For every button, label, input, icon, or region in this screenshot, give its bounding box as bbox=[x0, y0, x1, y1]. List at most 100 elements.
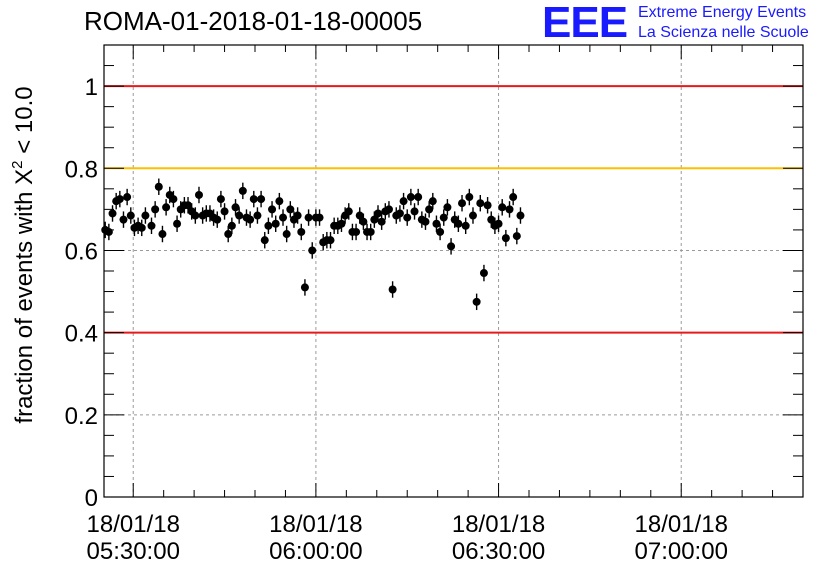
data-point bbox=[104, 227, 113, 236]
data-point bbox=[315, 213, 324, 222]
data-point bbox=[123, 193, 132, 202]
grid bbox=[104, 45, 803, 498]
axis-ticks bbox=[104, 44, 804, 498]
data-point bbox=[257, 195, 266, 204]
y-tick-label: 0.8 bbox=[65, 156, 98, 183]
data-point bbox=[293, 211, 302, 220]
data-point bbox=[169, 195, 178, 204]
data-point bbox=[458, 199, 467, 208]
data-point bbox=[483, 201, 492, 210]
data-point bbox=[406, 193, 415, 202]
data-point bbox=[158, 230, 167, 239]
data-point bbox=[421, 217, 430, 226]
data-point bbox=[425, 205, 434, 214]
data-point bbox=[388, 285, 397, 294]
data-point bbox=[213, 215, 222, 224]
data-point bbox=[271, 219, 280, 228]
data-point bbox=[249, 195, 258, 204]
run-title: ROMA-01-2018-01-18-00005 bbox=[84, 6, 423, 36]
data-point bbox=[286, 205, 295, 214]
x-tick-label-time: 07:00:00 bbox=[635, 538, 728, 565]
data-point bbox=[279, 213, 288, 222]
data-point bbox=[454, 219, 463, 228]
data-point bbox=[399, 197, 408, 206]
x-tick-label-date: 18/01/18 bbox=[452, 511, 545, 538]
plot-frame bbox=[103, 44, 804, 498]
data-point bbox=[509, 193, 518, 202]
data-point bbox=[141, 211, 150, 220]
data-point bbox=[216, 195, 225, 204]
y-tick-label: 0.6 bbox=[65, 238, 98, 265]
data-point bbox=[300, 283, 309, 292]
data-point bbox=[162, 203, 171, 212]
data-point bbox=[436, 227, 445, 236]
data-point bbox=[414, 193, 423, 202]
data-point bbox=[505, 205, 514, 214]
data-point bbox=[224, 230, 233, 239]
data-point bbox=[253, 211, 262, 220]
data-point bbox=[235, 211, 244, 220]
data-point bbox=[191, 211, 200, 220]
data-point bbox=[151, 205, 160, 214]
data-point bbox=[472, 297, 481, 306]
data-point bbox=[337, 219, 346, 228]
data-point bbox=[260, 236, 269, 245]
data-point bbox=[108, 209, 117, 218]
data-point bbox=[359, 217, 368, 226]
x-tick-label-date: 18/01/18 bbox=[635, 511, 728, 538]
data-point bbox=[465, 193, 474, 202]
data-point bbox=[498, 203, 507, 212]
data-point bbox=[395, 209, 404, 218]
data-point bbox=[516, 211, 525, 220]
data-point bbox=[476, 199, 485, 208]
data-point bbox=[512, 232, 521, 241]
data-point bbox=[115, 195, 124, 204]
data-point bbox=[308, 246, 317, 255]
data-point bbox=[268, 205, 277, 214]
data-point bbox=[432, 219, 441, 228]
x-tick-label-date: 18/01/18 bbox=[269, 511, 362, 538]
data-point bbox=[238, 186, 247, 195]
data-point bbox=[479, 269, 488, 278]
reference-lines bbox=[104, 85, 803, 334]
data-point bbox=[282, 230, 291, 239]
eee-logo-mark: EEE bbox=[542, 0, 628, 47]
data-point bbox=[297, 227, 306, 236]
data-point bbox=[384, 205, 393, 214]
x-tick-label-time: 06:30:00 bbox=[452, 538, 545, 565]
data-point bbox=[355, 211, 364, 220]
data-point bbox=[447, 242, 456, 251]
x-tick-label-date: 18/01/18 bbox=[87, 511, 180, 538]
data-point bbox=[410, 207, 419, 216]
data-point bbox=[154, 182, 163, 191]
data-point bbox=[184, 201, 193, 210]
eee-logo: EEE Extreme Energy Events La Scienza nel… bbox=[542, 0, 832, 47]
data-point bbox=[231, 203, 240, 212]
data-point bbox=[366, 227, 375, 236]
data-point bbox=[326, 236, 335, 245]
data-point bbox=[264, 221, 273, 230]
y-tick-label: 0 bbox=[85, 485, 98, 512]
data-point bbox=[227, 221, 236, 230]
data-point bbox=[275, 197, 284, 206]
data-point bbox=[194, 190, 203, 199]
data-point bbox=[468, 211, 477, 220]
data-point bbox=[173, 219, 182, 228]
data-point bbox=[352, 227, 361, 236]
eee-logo-line1: Extreme Energy Events bbox=[638, 4, 807, 21]
data-point bbox=[344, 207, 353, 216]
data-point bbox=[137, 223, 146, 232]
data-point bbox=[461, 221, 470, 230]
y-tick-label: 0.2 bbox=[65, 403, 98, 430]
y-tick-label: 1 bbox=[85, 74, 98, 101]
data-points bbox=[101, 178, 525, 311]
data-point bbox=[501, 234, 510, 243]
data-point bbox=[373, 209, 382, 218]
eee-logo-line2: La Scienza nelle Scuole bbox=[638, 24, 809, 41]
y-tick-label: 0.4 bbox=[65, 321, 98, 348]
data-point bbox=[428, 197, 437, 206]
data-point bbox=[126, 211, 135, 220]
data-point bbox=[494, 219, 503, 228]
y-axis-label: fraction of events with X2 < 10.0 bbox=[9, 86, 38, 423]
